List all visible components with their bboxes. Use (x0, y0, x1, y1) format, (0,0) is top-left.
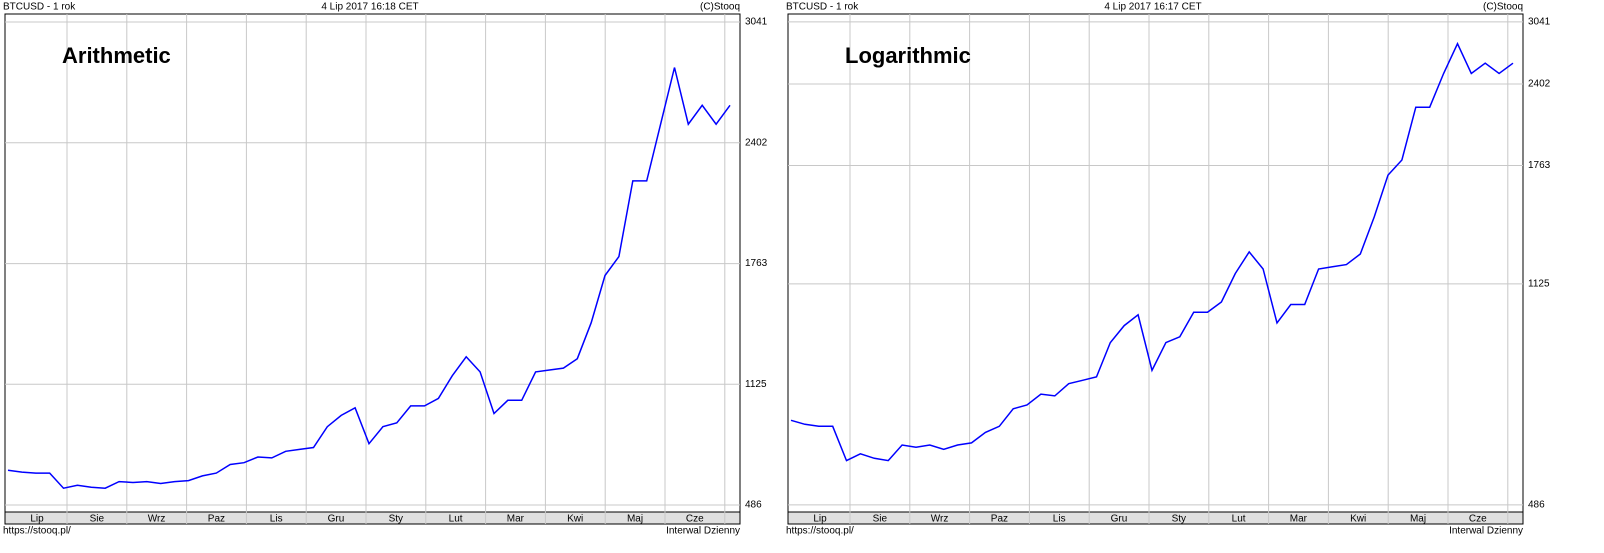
x-axis-strip (787, 511, 1524, 525)
x-tick-label: Paz (991, 514, 1008, 525)
annotation: Logarithmic (845, 43, 971, 68)
x-tick-label: Wrz (931, 514, 949, 525)
x-tick-label: Mar (507, 514, 525, 525)
y-tick-label: 2402 (745, 137, 768, 148)
x-tick-label: Kwi (567, 514, 583, 525)
x-tick-label: Maj (1410, 514, 1426, 525)
x-tick-label: Gru (328, 514, 345, 525)
x-tick-label: Cze (1469, 514, 1487, 525)
price-line (7, 67, 731, 490)
price-line (790, 41, 1514, 462)
chart-title: BTCUSD - 1 rok (3, 2, 76, 13)
annotation: Arithmetic (62, 43, 171, 68)
x-tick-label: Lut (449, 514, 463, 525)
timestamp: 4 Lip 2017 16:18 CET (321, 2, 418, 13)
x-axis-strip (4, 511, 741, 525)
plot-area (4, 13, 741, 513)
chart-title: BTCUSD - 1 rok (786, 2, 859, 13)
y-tick-label: 3041 (745, 17, 768, 28)
footer-left: https://stooq.pl/ (786, 526, 854, 537)
x-tick-label: Mar (1290, 514, 1308, 525)
footer-right: Interwal Dzienny (666, 526, 740, 537)
source: (C)Stooq (1483, 2, 1523, 13)
plot-area (787, 13, 1524, 513)
x-tick-label: Lip (813, 514, 827, 525)
x-tick-label: Wrz (148, 514, 166, 525)
footer-left: https://stooq.pl/ (3, 526, 71, 537)
x-tick-label: Lis (270, 514, 283, 525)
x-tick-label: Paz (208, 514, 225, 525)
x-tick-label: Maj (627, 514, 643, 525)
x-tick-label: Sie (873, 514, 888, 525)
y-tick-label: 1763 (1528, 160, 1551, 171)
x-tick-label: Lis (1053, 514, 1066, 525)
y-tick-label: 1125 (745, 379, 767, 390)
x-tick-label: Sty (389, 514, 403, 525)
chart-logarithmic: BTCUSD - 1 rok 4 Lip 2017 16:17 CET (C)Sto… (786, 2, 1551, 537)
x-tick-label: Gru (1111, 514, 1128, 525)
y-tick-label: 486 (1528, 500, 1545, 511)
y-tick-label: 2402 (1528, 79, 1551, 90)
x-tick-label: Sty (1172, 514, 1186, 525)
footer-right: Interwal Dzienny (1449, 526, 1523, 537)
x-tick-label: Sie (90, 514, 105, 525)
y-tick-label: 3041 (1528, 17, 1551, 28)
x-tick-label: Lut (1232, 514, 1246, 525)
y-tick-label: 1763 (745, 258, 768, 269)
x-tick-label: Lip (30, 514, 44, 525)
timestamp: 4 Lip 2017 16:17 CET (1104, 2, 1201, 13)
y-tick-label: 486 (745, 500, 762, 511)
x-tick-label: Kwi (1350, 514, 1366, 525)
y-tick-label: 1125 (1528, 278, 1550, 289)
source: (C)Stooq (700, 2, 740, 13)
chart-arithmetic: BTCUSD - 1 rok 4 Lip 2017 16:18 CET (C)Sto… (3, 2, 768, 537)
x-tick-label: Cze (686, 514, 704, 525)
